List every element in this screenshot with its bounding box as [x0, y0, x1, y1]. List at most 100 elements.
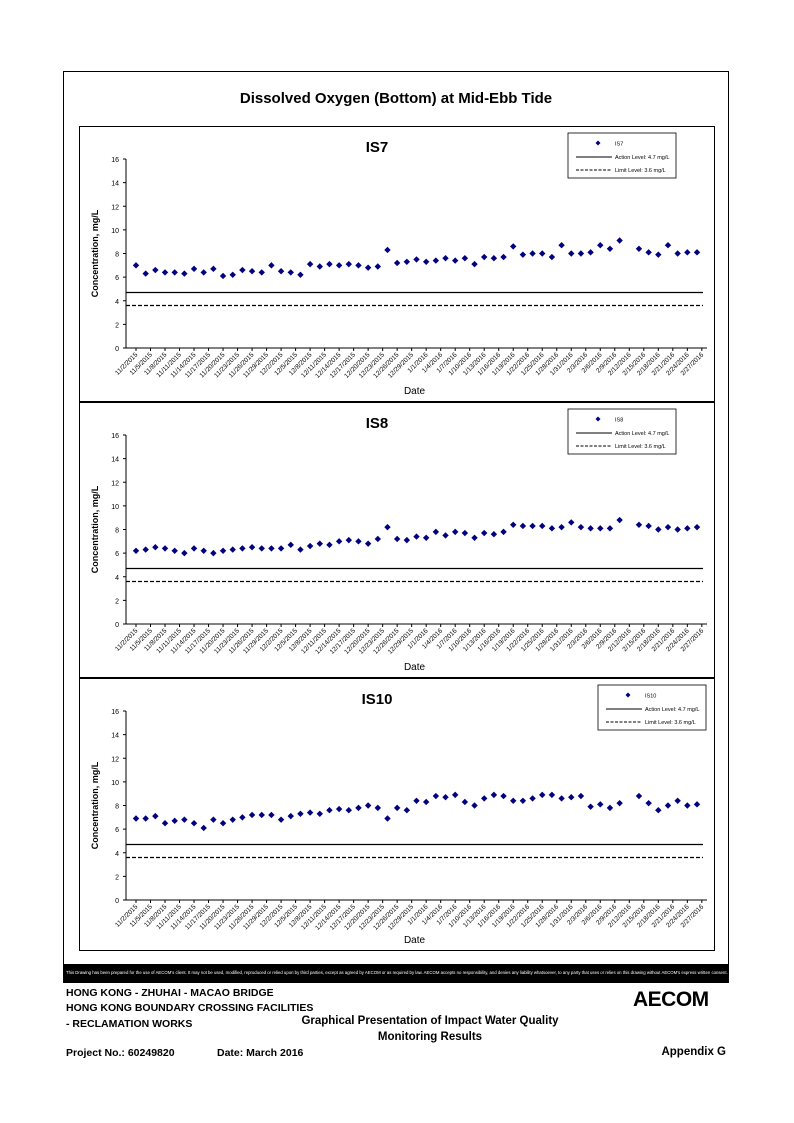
legend-series-label: IS8 [615, 418, 623, 424]
y-tick-label: 0 [115, 898, 119, 905]
y-tick-label: 6 [115, 827, 119, 834]
data-point [693, 249, 701, 256]
legend-series-label: IS10 [645, 694, 656, 700]
data-point [258, 269, 265, 276]
footer-date: Date: March 2016 [217, 1047, 304, 1059]
y-tick-label: 4 [115, 575, 119, 582]
data-point [403, 258, 411, 265]
footer-project-number: Project No.: 60249820 [66, 1047, 175, 1059]
legend: IS8 Action Level: 4.7 mg/L Limit Level: 3.… [567, 408, 677, 455]
data-point [200, 269, 207, 276]
legend-marker [595, 416, 601, 422]
data-point [577, 250, 585, 257]
y-tick-label: 14 [111, 181, 119, 188]
data-point [190, 265, 198, 273]
data-point [597, 525, 604, 532]
data-point [645, 249, 652, 256]
data-point [200, 824, 207, 832]
drawing-frame: Dissolved Oxygen (Bottom) at Mid-Ebb Tid… [63, 71, 729, 983]
data-point [219, 272, 227, 280]
y-tick-label: 8 [115, 528, 119, 535]
y-axis-label: Concentration, mg/L [90, 761, 100, 849]
data-point [597, 242, 604, 249]
x-axis-label: Date [404, 662, 426, 673]
y-tick-label: 4 [115, 851, 119, 858]
data-point [616, 237, 623, 244]
y-tick-label: 10 [111, 228, 119, 235]
data-point [442, 255, 449, 262]
legend-limit-label: Limit Level: 3.6 mg/L [645, 720, 696, 726]
data-point [355, 538, 362, 545]
data-point [287, 812, 294, 820]
data-point [384, 246, 391, 254]
data-point [471, 260, 478, 268]
y-tick-label: 12 [111, 480, 119, 487]
y-tick-label: 8 [115, 804, 119, 811]
data-point [432, 257, 440, 264]
chart-title: IS10 [362, 691, 393, 708]
data-point [142, 270, 149, 277]
x-axis-label: Date [404, 386, 426, 397]
footer-graph-title-2: Monitoring Results [377, 1031, 483, 1043]
legend-action-label: Action Level: 4.7 mg/L [645, 707, 699, 713]
legend-box [567, 408, 677, 455]
data-point [451, 257, 459, 264]
data-point [558, 242, 565, 249]
y-axis-label: Concentration, mg/L [90, 209, 100, 297]
data-point [481, 253, 488, 261]
y-tick-label: 2 [115, 598, 119, 605]
data-point [655, 526, 662, 533]
data-point [684, 802, 691, 809]
data-point [306, 260, 314, 268]
y-tick-label: 10 [111, 780, 119, 787]
data-point [239, 814, 246, 821]
data-point [393, 259, 401, 267]
data-point [635, 521, 643, 528]
legend-series-label: IS7 [615, 142, 623, 148]
y-tick-label: 4 [115, 299, 119, 306]
aecom-logo: AECOM [633, 988, 709, 1011]
data-point [277, 268, 285, 275]
data-point [597, 801, 604, 808]
data-point [461, 255, 469, 262]
y-tick-label: 6 [115, 275, 119, 282]
data-point [471, 802, 478, 809]
footer-line-3: - RECLAMATION WORKS [66, 1018, 193, 1030]
data-point [219, 820, 227, 827]
page-title: Dissolved Oxygen (Bottom) at Mid-Ebb Tid… [239, 90, 553, 107]
data-point [161, 269, 169, 276]
data-point [664, 242, 672, 249]
data-point [132, 262, 140, 269]
footer-line-1: HONG KONG - ZHUHAI - MACAO BRIDGE [66, 987, 274, 999]
data-point [529, 795, 536, 802]
data-point [364, 264, 372, 271]
chart-title: IS8 [366, 415, 389, 432]
data-point [364, 802, 372, 809]
data-point [606, 245, 614, 252]
y-tick-label: 8 [115, 252, 119, 259]
data-point [229, 271, 236, 278]
data-point [548, 253, 556, 261]
y-tick-label: 12 [111, 756, 119, 763]
data-point [345, 260, 352, 268]
y-tick-label: 0 [115, 622, 119, 629]
data-point [635, 792, 643, 800]
y-tick-label: 16 [111, 709, 119, 716]
data-point [693, 801, 701, 808]
legend-limit-label: Limit Level: 3.6 mg/L [615, 444, 666, 450]
data-point [635, 245, 643, 252]
data-point [674, 250, 681, 257]
data-point [674, 526, 681, 533]
y-tick-label: 10 [111, 504, 119, 511]
data-point [684, 525, 691, 532]
data-point [190, 820, 198, 827]
y-tick-label: 0 [115, 346, 119, 353]
y-tick-label: 2 [115, 874, 119, 881]
data-point [413, 256, 420, 263]
data-point [374, 263, 382, 270]
data-point [258, 545, 265, 552]
